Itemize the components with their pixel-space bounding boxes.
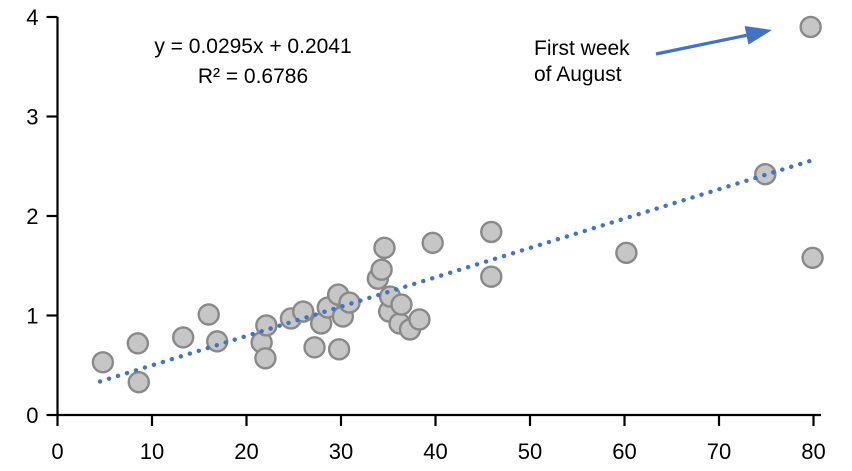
data-point bbox=[799, 15, 822, 39]
x-tick-label: 50 bbox=[518, 439, 542, 464]
data-point bbox=[615, 241, 638, 265]
annotation-arrow-head-icon bbox=[744, 25, 772, 45]
x-tick-label: 40 bbox=[423, 439, 447, 464]
x-tick-label: 10 bbox=[140, 439, 164, 464]
data-point bbox=[171, 326, 195, 349]
x-tick-label: 60 bbox=[612, 439, 636, 464]
data-point bbox=[254, 347, 277, 370]
x-tick-label: 0 bbox=[51, 439, 63, 464]
annotation-line-2: of August bbox=[534, 63, 622, 86]
trendline bbox=[97, 157, 816, 384]
data-point bbox=[370, 258, 393, 281]
data-point bbox=[197, 303, 220, 326]
y-tick-label: 1 bbox=[26, 304, 38, 329]
data-point bbox=[421, 231, 444, 255]
data-point bbox=[255, 314, 278, 337]
y-tick-label: 0 bbox=[26, 403, 38, 428]
data-point bbox=[127, 370, 150, 394]
annotation-line-1: First week bbox=[534, 37, 630, 60]
data-point bbox=[408, 308, 431, 331]
y-tick-label: 4 bbox=[26, 5, 38, 30]
data-point bbox=[390, 293, 413, 316]
equation-text: y = 0.0295x + 0.2041 bbox=[154, 35, 352, 58]
x-tick-label: 80 bbox=[801, 439, 825, 464]
r-squared-text: R² = 0.6786 bbox=[197, 65, 309, 88]
data-point bbox=[327, 338, 351, 361]
data-point bbox=[801, 246, 824, 269]
trendline-equation: y = 0.0295x + 0.2041 R² = 0.6786 bbox=[118, 32, 388, 92]
y-tick-label: 2 bbox=[26, 204, 38, 229]
x-tick-label: 30 bbox=[329, 439, 353, 464]
data-point bbox=[91, 351, 115, 374]
data-point bbox=[373, 236, 396, 260]
data-point bbox=[480, 265, 503, 288]
annotation-label: First week of August bbox=[534, 36, 630, 88]
x-tick-label: 70 bbox=[707, 439, 731, 464]
data-point bbox=[126, 332, 150, 355]
data-point bbox=[480, 220, 503, 244]
data-point bbox=[303, 336, 326, 359]
x-tick-label: 20 bbox=[234, 439, 258, 464]
annotation-arrow-shaft bbox=[655, 33, 747, 56]
y-tick-label: 3 bbox=[26, 105, 38, 130]
